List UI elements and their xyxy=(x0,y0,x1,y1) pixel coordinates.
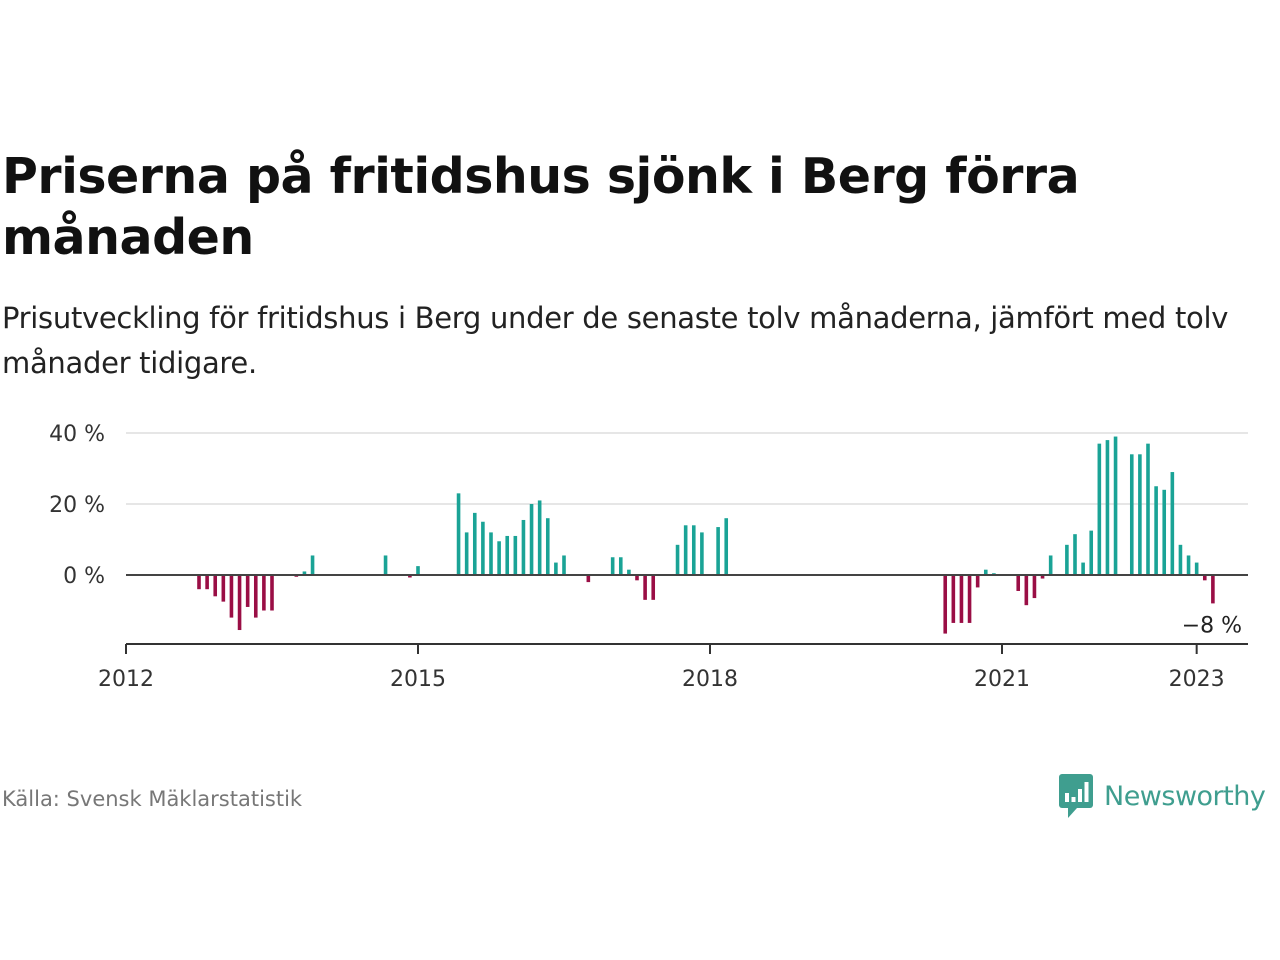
bar xyxy=(1081,562,1085,575)
gridlines xyxy=(126,432,1248,505)
bar xyxy=(983,569,988,575)
bar xyxy=(505,535,510,575)
bar xyxy=(700,532,704,575)
y-tick-label: 40 % xyxy=(49,422,105,447)
bar xyxy=(1089,530,1094,575)
bar xyxy=(1032,575,1037,599)
bar xyxy=(716,527,720,575)
source-note: Källa: Svensk Mäklarstatistik xyxy=(2,787,303,811)
bar xyxy=(1211,575,1215,604)
bar xyxy=(651,575,656,600)
bar xyxy=(618,557,623,575)
y-tick-label: 0 % xyxy=(63,564,105,589)
bar xyxy=(481,521,485,575)
bar xyxy=(521,519,526,575)
bar xyxy=(456,493,461,575)
bar xyxy=(586,575,591,583)
bar xyxy=(1024,575,1029,606)
bar xyxy=(691,525,696,575)
bar xyxy=(1194,562,1199,575)
bar xyxy=(489,532,493,575)
axes xyxy=(125,574,1248,654)
brand-name: Newsworthy xyxy=(1104,780,1266,812)
bar xyxy=(262,575,266,611)
bar xyxy=(529,504,534,575)
bar xyxy=(724,518,729,575)
bar xyxy=(1113,436,1118,575)
bar xyxy=(1097,443,1102,575)
bar xyxy=(229,575,234,618)
y-tick-label: 20 % xyxy=(49,493,105,518)
bar xyxy=(205,575,209,590)
bar xyxy=(1162,489,1167,575)
bar xyxy=(1154,486,1158,575)
bar xyxy=(1048,555,1053,575)
bar xyxy=(197,575,201,590)
bar xyxy=(967,575,972,623)
x-tick-label: 2021 xyxy=(974,667,1030,692)
bar xyxy=(627,569,631,575)
tick-labels: 40 % 20 % 0 % 2012 2015 2018 2021 2023 −8 % xyxy=(49,422,1242,692)
bar xyxy=(237,575,242,631)
bar xyxy=(1178,544,1183,575)
bar xyxy=(537,500,542,575)
bar xyxy=(683,525,688,575)
brand-logo[interactable]: Newsworthy xyxy=(1058,772,1266,820)
bar-chart: 40 % 20 % 0 % 2012 2015 2018 2021 2023 −8 % xyxy=(49,422,1248,692)
bar xyxy=(562,555,566,575)
bar xyxy=(253,575,258,618)
bar xyxy=(383,555,388,575)
last-value-label: −8 % xyxy=(1182,613,1242,638)
bar xyxy=(635,575,639,581)
bars xyxy=(197,436,1215,634)
bar xyxy=(310,555,315,575)
bar xyxy=(951,575,956,623)
bar xyxy=(1146,443,1150,575)
bar xyxy=(554,562,558,575)
bar xyxy=(1105,440,1110,575)
bar xyxy=(943,575,948,634)
bar xyxy=(675,544,680,575)
bar xyxy=(472,512,477,575)
bar xyxy=(1129,454,1134,575)
bar xyxy=(416,566,420,575)
bar xyxy=(1138,454,1142,575)
bar xyxy=(1170,472,1175,575)
bar xyxy=(302,571,307,575)
newsworthy-logo-icon xyxy=(1059,774,1093,818)
bar xyxy=(221,575,226,602)
x-tick-label: 2023 xyxy=(1169,667,1225,692)
bar xyxy=(213,575,218,597)
bar xyxy=(464,532,469,575)
bar xyxy=(513,535,518,575)
bar xyxy=(1186,555,1191,575)
bar xyxy=(975,575,980,588)
bar xyxy=(270,575,274,611)
bar xyxy=(245,575,250,607)
x-tick-label: 2018 xyxy=(682,667,738,692)
bar xyxy=(408,575,412,578)
chart-subtitle: Prisutveckling för fritidshus i Berg und… xyxy=(2,301,1229,380)
bar xyxy=(497,541,501,575)
bar xyxy=(643,575,647,600)
bar xyxy=(610,557,615,575)
x-tick-label: 2012 xyxy=(98,667,154,692)
bar xyxy=(1065,544,1069,575)
bar xyxy=(959,575,964,623)
bar xyxy=(1040,575,1045,579)
bar xyxy=(545,518,550,575)
bar xyxy=(1073,534,1077,575)
chart-title: Priserna på fritidshus sjönk i Berg förr… xyxy=(2,148,1080,266)
bar xyxy=(1016,575,1021,591)
x-tick-label: 2015 xyxy=(390,667,446,692)
bar xyxy=(1202,575,1207,581)
